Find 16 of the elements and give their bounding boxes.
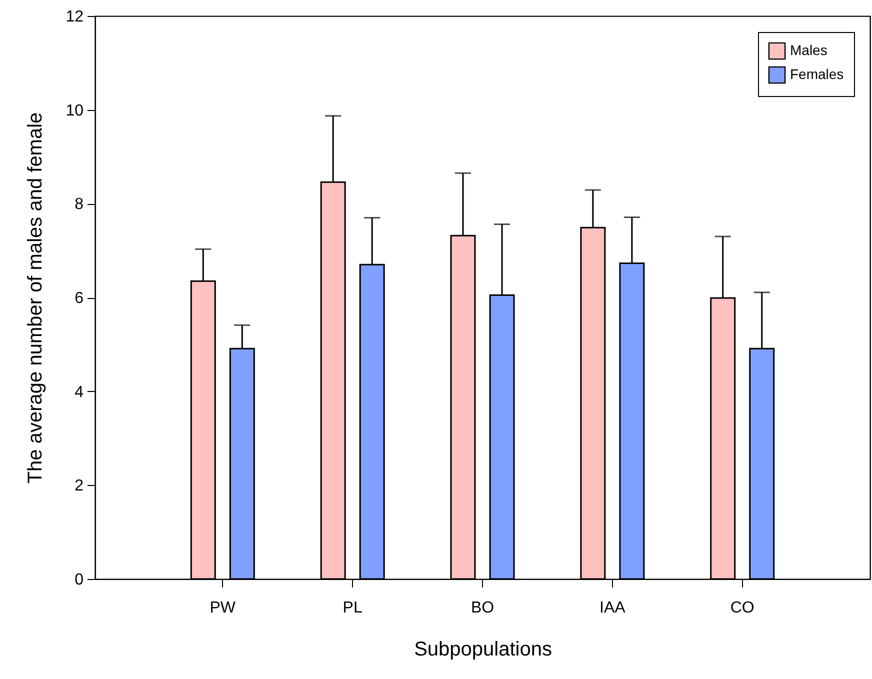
x-tick-label: BO	[470, 600, 494, 616]
legend-label: Males	[790, 42, 828, 58]
y-tick-label: 8	[74, 196, 84, 214]
x-tick-label: IAA	[600, 600, 626, 616]
y-tick-label: 10	[66, 102, 84, 120]
x-tick-label: CO	[730, 600, 754, 616]
y-tick-label: 2	[74, 478, 84, 495]
y-tick-label: 6	[74, 290, 84, 307]
x-axis-title: Subpopulations	[414, 638, 552, 660]
y-tick-label: 4	[74, 384, 84, 401]
legend-label: Females	[790, 66, 844, 82]
y-tick-label: 12	[66, 8, 84, 26]
x-tick-label: PW	[210, 600, 236, 616]
y-axis-title: The average number of males and female	[24, 112, 47, 484]
y-tick-label: 0	[74, 572, 84, 588]
x-tick-label: PL	[342, 600, 362, 616]
